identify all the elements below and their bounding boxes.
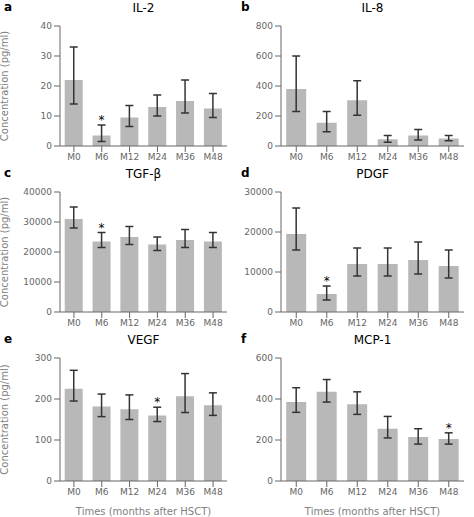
svg-text:10000: 10000 xyxy=(244,267,273,277)
svg-text:400: 400 xyxy=(256,394,273,404)
svg-text:Concentration (pg/ml): Concentration (pg/ml) xyxy=(8,364,10,474)
svg-text:M24: M24 xyxy=(148,152,167,162)
svg-text:M24: M24 xyxy=(148,318,167,328)
svg-text:30000: 30000 xyxy=(23,217,52,227)
html-text:IL-8: IL-8 xyxy=(361,1,384,15)
svg-text:M36: M36 xyxy=(409,152,428,162)
svg-text:M48: M48 xyxy=(203,487,222,497)
svg-text:M12: M12 xyxy=(120,487,139,497)
svg-text:M0: M0 xyxy=(290,487,304,497)
svg-text:800: 800 xyxy=(256,21,273,31)
svg-text:200: 200 xyxy=(35,394,52,404)
svg-text:M6: M6 xyxy=(95,152,109,162)
svg-text:10: 10 xyxy=(41,111,53,121)
svg-text:20000: 20000 xyxy=(244,227,273,237)
svg-text:M24: M24 xyxy=(378,318,397,328)
svg-text:M0: M0 xyxy=(67,152,81,162)
svg-text:*: * xyxy=(99,221,105,235)
svg-text:M12: M12 xyxy=(120,152,139,162)
svg-text:0: 0 xyxy=(267,141,273,151)
html-text:MCP-1: MCP-1 xyxy=(353,333,392,347)
svg-text:40: 40 xyxy=(41,21,53,31)
svg-text:M24: M24 xyxy=(148,487,167,497)
svg-text:M36: M36 xyxy=(409,487,428,497)
svg-text:Concentration (pg/ml): Concentration (pg/ml) xyxy=(8,197,10,307)
svg-text:M36: M36 xyxy=(176,152,195,162)
html-text:a: a xyxy=(4,0,13,14)
svg-text:40000: 40000 xyxy=(23,187,52,197)
html-text:c: c xyxy=(4,166,12,180)
svg-text:M36: M36 xyxy=(409,318,428,328)
svg-text:20: 20 xyxy=(41,81,53,91)
svg-text:30000: 30000 xyxy=(244,187,273,197)
svg-text:20000: 20000 xyxy=(23,247,52,257)
svg-text:*: * xyxy=(99,113,105,127)
svg-text:M12: M12 xyxy=(348,487,367,497)
html-text:d: d xyxy=(241,166,250,180)
svg-text:M6: M6 xyxy=(320,152,334,162)
svg-text:M48: M48 xyxy=(439,487,458,497)
svg-text:M6: M6 xyxy=(320,318,334,328)
svg-text:300: 300 xyxy=(35,353,52,363)
svg-text:M12: M12 xyxy=(348,152,367,162)
svg-text:M0: M0 xyxy=(290,318,304,328)
svg-text:Concentration (pg/ml): Concentration (pg/ml) xyxy=(8,31,10,141)
svg-text:M0: M0 xyxy=(290,152,304,162)
svg-text:100: 100 xyxy=(35,435,52,445)
html-text:e: e xyxy=(4,332,13,346)
svg-text:M0: M0 xyxy=(67,318,81,328)
svg-text:*: * xyxy=(446,421,452,435)
svg-text:M0: M0 xyxy=(67,487,81,497)
svg-text:600: 600 xyxy=(256,51,273,61)
svg-text:M48: M48 xyxy=(203,318,222,328)
svg-text:0: 0 xyxy=(46,141,52,151)
html-text:PDGF: PDGF xyxy=(356,167,389,181)
svg-text:0: 0 xyxy=(267,307,273,317)
svg-text:M48: M48 xyxy=(203,152,222,162)
svg-text:M12: M12 xyxy=(120,318,139,328)
svg-text:M6: M6 xyxy=(320,487,334,497)
svg-text:M6: M6 xyxy=(95,318,109,328)
svg-text:200: 200 xyxy=(256,435,273,445)
svg-text:M36: M36 xyxy=(176,318,195,328)
svg-text:*: * xyxy=(324,274,330,288)
svg-text:M48: M48 xyxy=(439,318,458,328)
html-text:VEGF: VEGF xyxy=(127,333,160,347)
svg-text:600: 600 xyxy=(256,353,273,363)
svg-text:400: 400 xyxy=(256,81,273,91)
svg-text:0: 0 xyxy=(267,476,273,486)
svg-text:*: * xyxy=(154,395,160,409)
svg-text:M48: M48 xyxy=(439,152,458,162)
svg-text:Times (months after HSCT): Times (months after HSCT) xyxy=(75,506,211,517)
svg-text:M12: M12 xyxy=(348,318,367,328)
svg-text:30: 30 xyxy=(41,51,53,61)
html-text:TGF-β: TGF-β xyxy=(125,167,162,181)
svg-text:M24: M24 xyxy=(378,152,397,162)
svg-text:M36: M36 xyxy=(176,487,195,497)
html-text:IL-2: IL-2 xyxy=(132,1,155,15)
svg-text:10000: 10000 xyxy=(23,277,52,287)
svg-text:Times (months after HSCT): Times (months after HSCT) xyxy=(304,506,440,517)
svg-text:0: 0 xyxy=(46,476,52,486)
svg-text:200: 200 xyxy=(256,111,273,121)
html-text:b: b xyxy=(241,0,250,14)
svg-text:M6: M6 xyxy=(95,487,109,497)
html-text:f: f xyxy=(241,332,247,346)
svg-text:M24: M24 xyxy=(378,487,397,497)
svg-text:0: 0 xyxy=(46,307,52,317)
